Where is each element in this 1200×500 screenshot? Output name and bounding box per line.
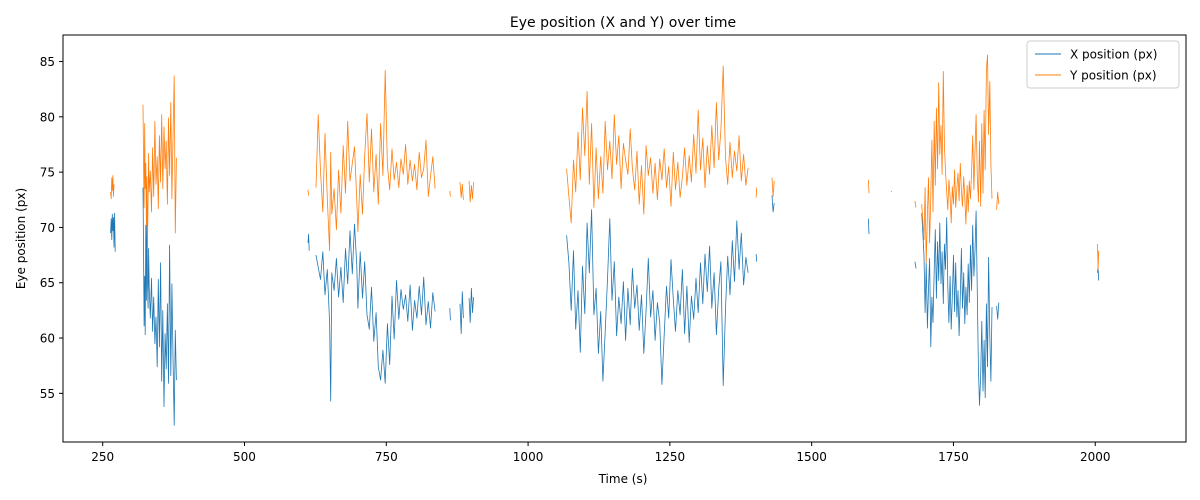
x-axis: 250 500 750 1000 1250 1500 1750 2000 <box>91 442 1111 464</box>
series-x-segment-10 <box>868 218 870 235</box>
legend: X position (px) Y position (px) <box>1026 40 1180 89</box>
series-y-segment-3 <box>315 70 436 252</box>
series-y-segment-14 <box>996 191 1000 210</box>
series-x-segment-12 <box>921 210 993 406</box>
legend-box <box>1026 40 1180 89</box>
series-y-segment-2 <box>307 189 309 196</box>
y-tick-label-80: 80 <box>40 110 55 124</box>
y-tick-label-60: 60 <box>40 332 55 346</box>
series-x-segment-5 <box>459 291 464 335</box>
series-x-segment-7 <box>566 209 749 387</box>
series-x-segment-6 <box>468 287 474 324</box>
x-axis-label: Time (s) <box>598 472 648 486</box>
x-tick-label-1250: 1250 <box>655 450 686 464</box>
series-x-segment-1 <box>142 187 177 426</box>
series-y-segment-7 <box>566 65 749 224</box>
series-y-segment-11 <box>890 190 892 193</box>
chart-title: Eye position (X and Y) over time <box>510 15 736 31</box>
series-x-segment-4 <box>449 308 451 321</box>
series-x-segment-13 <box>996 302 1000 320</box>
series-y-segment-1 <box>142 75 177 249</box>
y-axis: 55 60 65 70 75 80 85 <box>40 55 63 401</box>
y-axis-label: Eye position (px) <box>14 188 28 289</box>
x-tick-label-1000: 1000 <box>513 450 544 464</box>
series-x-segment-0 <box>110 212 116 252</box>
y-tick-label-55: 55 <box>40 387 55 401</box>
x-tick-label-750: 750 <box>375 450 398 464</box>
series-x-segment-3 <box>315 223 436 402</box>
series-y-segment-5 <box>459 182 464 200</box>
x-tick-label-1750: 1750 <box>938 450 969 464</box>
series-y-segment-6 <box>468 180 474 203</box>
y-tick-label-70: 70 <box>40 221 55 235</box>
series-y-segment-12 <box>914 200 917 208</box>
legend-label-x: X position (px) <box>1070 48 1157 62</box>
x-tick-label-1500: 1500 <box>796 450 827 464</box>
series-x-segment-2 <box>307 233 310 251</box>
series-y-segment-15 <box>1097 243 1100 270</box>
series-x-segment-9 <box>771 195 775 213</box>
series-x-segment-11 <box>914 261 917 269</box>
y-tick-label-75: 75 <box>40 166 55 180</box>
x-tick-label-500: 500 <box>233 450 256 464</box>
plot-frame <box>62 34 1187 443</box>
legend-label-y: Y position (px) <box>1069 69 1157 83</box>
series-y-segment-4 <box>449 190 451 197</box>
y-tick-label-65: 65 <box>40 276 55 290</box>
series-y-segment-8 <box>755 187 758 198</box>
series-y-segment-10 <box>868 179 870 194</box>
series-y-segment-9 <box>771 177 775 197</box>
series-y-segment-0 <box>110 175 115 200</box>
series-y-segment-13 <box>921 54 993 264</box>
series-layer <box>110 54 1100 426</box>
x-tick-label-2000: 2000 <box>1080 450 1111 464</box>
y-tick-label-85: 85 <box>40 55 55 69</box>
x-tick-label-250: 250 <box>91 450 114 464</box>
series-x-segment-8 <box>755 253 758 262</box>
